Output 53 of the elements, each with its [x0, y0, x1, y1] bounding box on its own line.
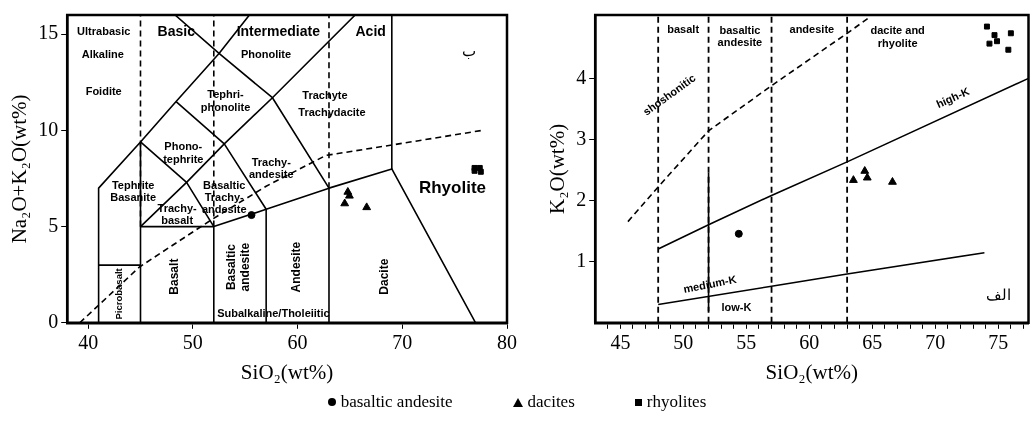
- annotation: Basaltic andesite: [224, 242, 252, 292]
- y-axis-title: Na₂O+K₂O(wt%): [7, 94, 32, 244]
- x-tick-label: 70: [392, 331, 413, 354]
- x-axis-title: SiO₂(wt%): [765, 359, 859, 384]
- legend-label: dacites: [527, 392, 575, 412]
- annotation: Foidite: [85, 84, 122, 97]
- annotation: Phono- tephrite: [163, 140, 204, 165]
- annotation: Phonolite: [240, 48, 292, 61]
- annotation: Acid: [355, 23, 386, 40]
- legend-label: rhyolites: [646, 392, 707, 412]
- y-axis-title: K₂O(wt%): [545, 123, 570, 214]
- x-tick-label: 65: [862, 331, 883, 354]
- annotation: Alkaline: [81, 48, 124, 61]
- x-tick-label: 45: [610, 331, 631, 354]
- annotation: Trachydacite: [298, 106, 366, 119]
- annotation: الف: [985, 286, 1011, 304]
- y-tick-label: 1: [576, 249, 587, 272]
- y-tick-label: 2: [576, 188, 587, 211]
- annotation: Basic: [157, 23, 196, 40]
- annotation: medium-K: [682, 272, 738, 295]
- x-tick-label: 75: [988, 331, 1009, 354]
- y-tick-label: 5: [48, 213, 59, 236]
- annotation: Dacite: [376, 258, 391, 295]
- annotation: Picrobasalt: [113, 267, 125, 320]
- x-tick-label: 80: [497, 331, 517, 354]
- y-tick-label: 3: [576, 127, 587, 150]
- annotation: ب: [462, 41, 477, 59]
- annotation: dacite and rhyolite: [870, 24, 925, 49]
- x-tick-label: 50: [182, 331, 203, 354]
- annotation: Trachy- basalt: [157, 202, 198, 227]
- x-tick-label: 55: [736, 331, 757, 354]
- annotation: Intermediate: [236, 23, 321, 40]
- annotation: basaltic andesite: [717, 23, 763, 48]
- x-tick-label: 50: [673, 331, 694, 354]
- annotation: Ultrabasic: [77, 25, 131, 38]
- y-tick-label: 10: [38, 117, 59, 140]
- x-tick-label: 60: [287, 331, 308, 354]
- annotation: Basalt: [167, 258, 182, 295]
- y-tick-label: 0: [48, 310, 59, 333]
- x-axis-title: SiO₂(wt%): [240, 359, 334, 384]
- annotation: Rhyolite: [418, 177, 486, 197]
- annotation: Tephri- phonolite: [200, 88, 251, 113]
- annotation: Andesite: [288, 241, 303, 293]
- y-tick-label: 15: [38, 21, 59, 44]
- annotation: andesite: [789, 22, 835, 35]
- legend-label: basaltic andesite: [340, 392, 453, 412]
- x-tick-label: 60: [799, 331, 820, 354]
- annotation: Trachy- andesite: [248, 155, 294, 180]
- y-tick-label: 4: [576, 66, 587, 89]
- x-tick-label: 40: [78, 331, 99, 354]
- annotation: low-K: [721, 301, 752, 314]
- annotation: basalt: [667, 22, 700, 35]
- x-tick-label: 70: [925, 331, 946, 354]
